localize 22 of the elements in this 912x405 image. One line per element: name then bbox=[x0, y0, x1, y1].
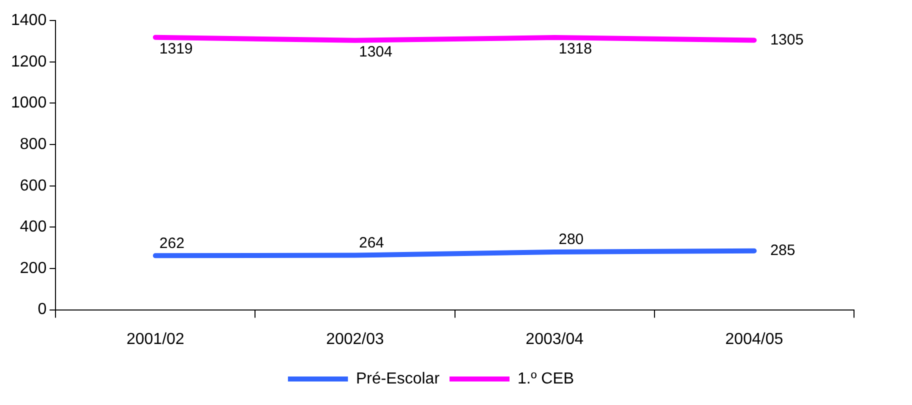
y-tick-label: 200 bbox=[20, 260, 47, 277]
data-label: 264 bbox=[358, 234, 384, 252]
data-label: 262 bbox=[159, 234, 184, 252]
legend-label: 1.º CEB bbox=[518, 370, 574, 388]
data-label: 1304 bbox=[358, 44, 392, 61]
y-tick-label: 1200 bbox=[11, 53, 47, 70]
x-tick-label: 2001/02 bbox=[126, 330, 184, 348]
legend-label: Pré-Escolar bbox=[356, 370, 440, 388]
data-label: 1318 bbox=[558, 40, 592, 58]
x-tick-label: 2002/03 bbox=[326, 330, 384, 348]
data-label: 280 bbox=[558, 231, 584, 248]
y-tick-label: 1000 bbox=[11, 94, 47, 112]
data-label: 1305 bbox=[770, 31, 804, 48]
y-tick-label: 400 bbox=[20, 218, 47, 236]
y-tick-label: 0 bbox=[38, 301, 47, 318]
y-tick-label: 600 bbox=[20, 177, 47, 194]
y-tick-label: 800 bbox=[20, 136, 47, 153]
data-label: 1319 bbox=[159, 40, 193, 58]
data-label: 285 bbox=[770, 242, 796, 260]
x-tick-label: 2004/05 bbox=[725, 330, 784, 348]
y-tick-label: 1400 bbox=[11, 12, 47, 30]
x-tick-label: 2003/04 bbox=[526, 330, 584, 348]
